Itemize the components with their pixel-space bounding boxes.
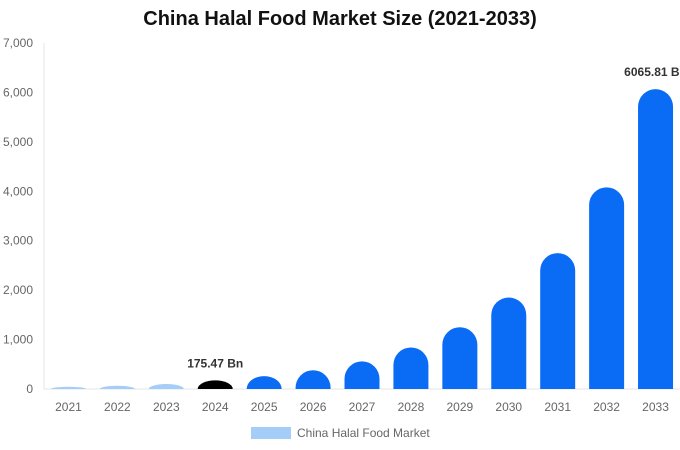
legend-label[interactable]: China Halal Food Market [297,426,430,440]
bar-2029[interactable] [442,327,478,389]
x-tick-label: 2033 [642,400,669,414]
x-tick-label: 2032 [593,400,620,414]
x-tick-label: 2031 [544,400,571,414]
x-axis: 2021 2022 2023 2024 2025 2026 2027 2028 2029 2030… [44,388,680,414]
y-tick-label: 4,000 [3,184,33,198]
bar-2022[interactable] [99,385,135,389]
y-tick-label: 1,000 [3,333,33,347]
data-label-2024: 175.47 Bn [187,356,243,370]
x-tick-label: 2030 [495,400,522,414]
x-tick-label: 2025 [251,400,278,414]
legend-swatch[interactable] [251,427,291,439]
x-tick-label: 2022 [104,400,131,414]
x-tick-label: 2029 [446,400,473,414]
legend[interactable]: China Halal Food Market [251,426,430,440]
bar-2025[interactable] [246,376,282,389]
bar-2028[interactable] [393,347,429,389]
bar-2026[interactable] [295,370,331,389]
x-tick-label: 2023 [153,400,180,414]
y-tick-label: 0 [26,382,33,396]
data-label-2033: 6065.81 Bn [624,65,680,79]
bar-2023[interactable] [148,384,184,389]
bars [50,89,674,390]
chart-title: China Halal Food Market Size (2021-2033) [143,8,537,30]
y-tick-label: 5,000 [3,135,33,149]
y-tick-label: 2,000 [3,283,33,297]
bar-2024[interactable] [197,380,233,389]
y-tick-label: 6,000 [3,85,33,99]
x-tick-label: 2024 [202,400,229,414]
bar-2027[interactable] [344,361,380,389]
bar-2033[interactable] [638,89,674,390]
bar-2030[interactable] [491,297,527,389]
y-tick-label: 7,000 [3,36,33,50]
x-tick-label: 2021 [55,400,82,414]
bar-2021[interactable] [50,386,86,389]
y-axis: 0 1,000 2,000 3,000 4,000 5,000 6,000 7,000 [3,36,45,396]
x-tick-label: 2028 [398,400,425,414]
y-tick-label: 3,000 [3,234,33,248]
bar-2031[interactable] [540,253,576,389]
bar-2032[interactable] [589,187,625,389]
data-labels: 175.47 Bn 6065.81 Bn [187,65,680,370]
x-tick-label: 2026 [300,400,327,414]
x-tick-label: 2027 [349,400,376,414]
